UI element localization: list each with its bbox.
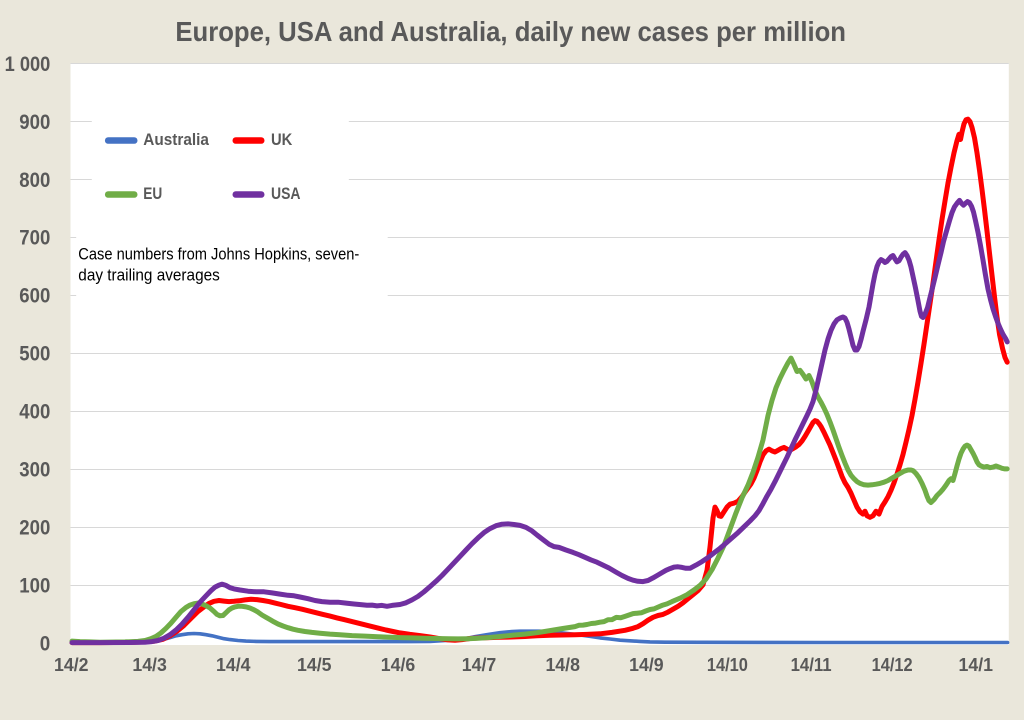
svg-text:800: 800 [19, 169, 50, 192]
svg-text:200: 200 [19, 517, 50, 540]
svg-text:Case numbers from Johns Hopkin: Case numbers from Johns Hopkins, seven- [78, 245, 359, 264]
svg-text:14/1: 14/1 [959, 654, 994, 675]
svg-text:14/12: 14/12 [872, 654, 913, 675]
svg-text:Australia: Australia [143, 131, 210, 149]
svg-text:EU: EU [143, 185, 162, 203]
svg-text:14/7: 14/7 [462, 654, 497, 675]
svg-text:UK: UK [271, 131, 293, 149]
svg-text:900: 900 [19, 111, 50, 134]
svg-text:14/8: 14/8 [545, 654, 580, 675]
svg-text:700: 700 [19, 227, 50, 250]
svg-text:14/2: 14/2 [54, 654, 89, 675]
svg-text:14/4: 14/4 [216, 654, 251, 675]
svg-text:14/11: 14/11 [791, 654, 832, 675]
svg-text:14/3: 14/3 [132, 654, 167, 675]
svg-text:0: 0 [40, 633, 51, 656]
svg-text:600: 600 [19, 285, 50, 308]
svg-text:14/6: 14/6 [381, 654, 416, 675]
svg-text:14/5: 14/5 [297, 654, 332, 675]
svg-text:14/10: 14/10 [707, 654, 748, 675]
svg-text:Europe, USA and Australia, dai: Europe, USA and Australia, daily new cas… [175, 16, 846, 47]
svg-text:100: 100 [19, 575, 50, 598]
svg-text:300: 300 [19, 459, 50, 482]
svg-text:500: 500 [19, 343, 50, 366]
svg-text:day trailing averages: day trailing averages [78, 266, 220, 285]
svg-text:400: 400 [19, 401, 50, 424]
svg-text:1 000: 1 000 [5, 53, 51, 76]
svg-text:14/9: 14/9 [629, 654, 664, 675]
svg-text:USA: USA [271, 185, 301, 203]
